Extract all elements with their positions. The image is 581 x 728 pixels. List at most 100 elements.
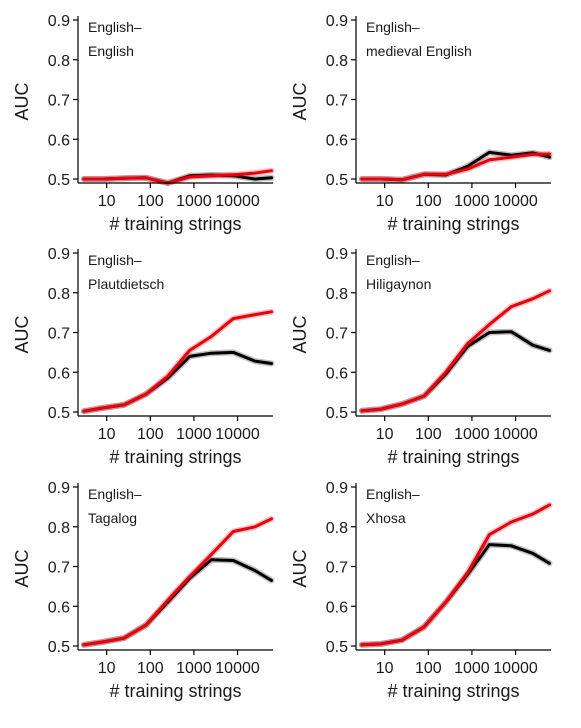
series-band	[80, 515, 275, 648]
series-line-red	[360, 503, 551, 647]
series-line-black	[360, 330, 551, 413]
y-tick-label: 0.9	[48, 246, 70, 263]
y-tick-label: 0.8	[326, 53, 348, 70]
y-axis-label: AUC	[12, 549, 32, 587]
y-tick-label: 0.8	[48, 520, 70, 537]
y-tick-label: 0.7	[48, 560, 70, 577]
y-tick-label: 0.9	[326, 480, 348, 497]
y-tick-label: 0.5	[326, 405, 348, 422]
chart-panel: 0.5 0.6 0.7 0.8 0.9 10 100 1000 10000 # training …	[290, 480, 553, 701]
x-axis-label: # training strings	[109, 681, 241, 701]
panel-label: English– Hiligaynon	[366, 252, 431, 292]
y-tick-label: 0.6	[326, 599, 348, 616]
x-axis-label: # training strings	[109, 447, 241, 467]
y-tick-label: 0.5	[48, 639, 70, 656]
series-band	[358, 541, 553, 648]
series-band	[80, 308, 275, 415]
y-tick-label: 0.6	[48, 365, 70, 382]
chart-panel: 0.5 0.6 0.7 0.8 0.9 10 100 1000 10000 # training …	[12, 480, 275, 701]
panel-label-line: Hiligaynon	[366, 276, 431, 292]
series-band	[358, 151, 553, 183]
y-tick-label: 0.7	[48, 326, 70, 343]
y-tick-label: 0.5	[48, 172, 70, 189]
panel-label: English– medieval English	[366, 19, 472, 59]
x-tick-label: 10000	[493, 426, 538, 443]
y-tick-label: 0.7	[326, 93, 348, 110]
x-tick-label: 100	[415, 193, 442, 210]
y-tick-label: 0.7	[48, 93, 70, 110]
x-axis-label: # training strings	[387, 214, 519, 234]
series-band	[358, 287, 553, 414]
y-tick-label: 0.6	[48, 132, 70, 149]
panel-label-line: English–	[88, 486, 142, 502]
y-tick-label: 0.9	[48, 13, 70, 30]
panel-label: English– Plautdietsch	[88, 252, 164, 292]
series-line-black	[360, 543, 551, 647]
x-tick-label: 100	[137, 660, 164, 677]
panel-label-line: English–	[366, 252, 420, 268]
y-axis-label: AUC	[290, 315, 310, 353]
y-tick-label: 0.5	[48, 405, 70, 422]
x-tick-label: 10000	[215, 426, 260, 443]
y-tick-label: 0.8	[48, 286, 70, 303]
x-tick-label: 1000	[454, 426, 490, 443]
x-tick-label: 1000	[176, 426, 212, 443]
y-tick-label: 0.8	[326, 286, 348, 303]
series-band	[358, 328, 553, 414]
y-tick-label: 0.6	[48, 599, 70, 616]
y-axis-label: AUC	[290, 549, 310, 587]
x-tick-label: 1000	[454, 660, 490, 677]
series-band	[80, 556, 275, 648]
series-line-red	[360, 289, 551, 413]
x-tick-label: 10000	[215, 193, 260, 210]
panel-label-line: Xhosa	[366, 510, 406, 526]
x-tick-label: 10000	[493, 660, 538, 677]
x-tick-label: 10	[98, 660, 116, 677]
y-tick-label: 0.5	[326, 172, 348, 189]
series-line-red	[82, 517, 273, 647]
y-tick-label: 0.9	[48, 480, 70, 497]
y-tick-label: 0.7	[326, 326, 348, 343]
x-tick-label: 100	[415, 660, 442, 677]
x-tick-label: 1000	[454, 193, 490, 210]
y-axis-label: AUC	[12, 315, 32, 353]
panel-label-line: English–	[88, 19, 142, 35]
x-tick-label: 10	[376, 426, 394, 443]
y-axis-label: AUC	[12, 82, 32, 120]
x-tick-label: 10	[98, 193, 116, 210]
chart-panel: 0.5 0.6 0.7 0.8 0.9 10 100 1000 10000 # training …	[290, 246, 553, 467]
y-tick-label: 0.8	[326, 520, 348, 537]
chart-panel: 0.5 0.6 0.7 0.8 0.9 10 100 1000 10000 # training …	[12, 13, 275, 234]
series-line-red	[82, 169, 273, 185]
y-tick-label: 0.5	[326, 639, 348, 656]
panel-label-line: medieval English	[366, 43, 472, 59]
series-line-red	[360, 152, 551, 182]
y-axis-label: AUC	[290, 82, 310, 120]
x-axis-label: # training strings	[387, 681, 519, 701]
x-tick-label: 100	[415, 426, 442, 443]
x-tick-label: 1000	[176, 193, 212, 210]
y-tick-label: 0.7	[326, 560, 348, 577]
panel-label-line: English–	[366, 486, 420, 502]
chart-panel: 0.5 0.6 0.7 0.8 0.9 10 100 1000 10000 # training …	[290, 13, 553, 234]
series-line-red	[82, 310, 273, 413]
panel-label-line: Tagalog	[88, 510, 137, 526]
panel-label-line: Plautdietsch	[88, 276, 164, 292]
panel-label: English– Xhosa	[366, 486, 420, 526]
y-tick-label: 0.6	[326, 132, 348, 149]
x-tick-label: 10	[376, 193, 394, 210]
x-tick-label: 10	[98, 426, 116, 443]
x-tick-label: 100	[137, 426, 164, 443]
series-line-black	[82, 558, 273, 647]
x-tick-label: 1000	[176, 660, 212, 677]
panel-label-line: English	[88, 43, 134, 59]
x-axis-label: # training strings	[109, 214, 241, 234]
x-tick-label: 100	[137, 193, 164, 210]
x-tick-label: 10000	[493, 193, 538, 210]
y-tick-label: 0.6	[326, 365, 348, 382]
x-tick-label: 10	[376, 660, 394, 677]
x-tick-label: 10000	[215, 660, 260, 677]
y-tick-label: 0.9	[326, 246, 348, 263]
panel-label: English– English	[88, 19, 142, 59]
